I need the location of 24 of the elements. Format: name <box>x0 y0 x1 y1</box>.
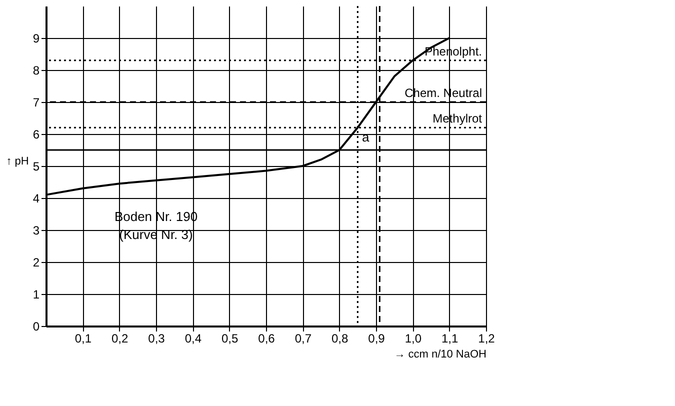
y-tick-label: 2 <box>32 256 40 270</box>
x-tick-label: 0,1 <box>74 332 92 346</box>
y-tick-label: 5 <box>32 160 40 174</box>
x-tick-label: 0,6 <box>258 332 276 346</box>
x-tick-label: 0,9 <box>368 332 386 346</box>
y-tick-label: 9 <box>32 32 40 46</box>
y-tick-label: 1 <box>32 288 40 302</box>
y-tick-label: 4 <box>32 192 40 206</box>
x-axis-title: → ccm n/10 NaOH <box>394 348 487 360</box>
y-tick-label: 7 <box>32 96 40 110</box>
y-tick-label: 8 <box>32 64 40 78</box>
y-tick-label: 3 <box>32 224 40 238</box>
y-tick-label: 0 <box>32 320 40 334</box>
y-axis-title: ↑ pH <box>6 156 29 168</box>
x-tick-label: 0,5 <box>221 332 238 346</box>
x-tick-label: 1,1 <box>441 332 458 346</box>
x-tick-label: 0,4 <box>184 332 202 346</box>
x-tick-label: 0,8 <box>331 332 348 346</box>
x-tick-label: 0,3 <box>148 332 166 346</box>
x-tick-label: 1,0 <box>404 332 422 346</box>
y-tick-label: 6 <box>32 128 40 142</box>
x-tick-label: 0,2 <box>111 332 128 346</box>
x-tick-label: 1,2 <box>478 332 496 346</box>
x-tick-label: 0,7 <box>294 332 312 346</box>
